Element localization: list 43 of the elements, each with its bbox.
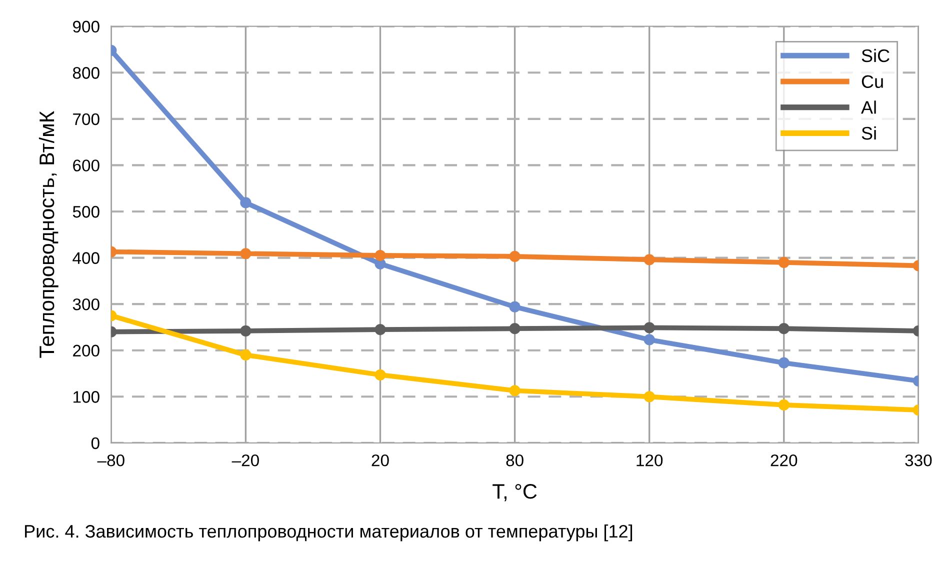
legend-label: Al [861, 100, 876, 114]
point [778, 256, 790, 268]
y-tick-label: 300 [72, 298, 100, 310]
point [778, 399, 790, 411]
x-axis-title: T, °C [492, 484, 537, 502]
y-tick-label: 900 [73, 20, 100, 33]
x-tick-label: –20 [232, 454, 259, 466]
y-tick-label: 400 [72, 252, 100, 264]
x-tick-label: 120 [636, 454, 663, 466]
point [374, 369, 386, 380]
x-tick-label: 80 [506, 454, 524, 466]
legend-label: Cu [862, 75, 883, 88]
point [374, 250, 386, 262]
y-tick-label: 100 [74, 391, 100, 403]
y-tick-label: 600 [73, 160, 100, 172]
point [778, 357, 790, 368]
text: Рис. 4. Зависимость теплопроводности материалов от температуры [12] [25, 524, 632, 542]
x-tick-label: 220 [770, 454, 798, 466]
point [644, 391, 655, 402]
point [509, 323, 520, 334]
point [644, 254, 655, 266]
y-tick-label: 200 [73, 344, 100, 357]
y-tick-label: 800 [72, 67, 100, 79]
point [240, 325, 252, 336]
legend-label: SiC [862, 48, 890, 62]
y-tick-label: 700 [73, 113, 100, 126]
y-axis-title: Теплопроводность, Вт/мК [38, 111, 58, 358]
x-tick-label: 330 [905, 454, 932, 466]
point [509, 385, 520, 396]
y-tick-label: 500 [72, 206, 100, 218]
point [644, 334, 655, 346]
point [778, 323, 790, 334]
x-tick-label: 20 [372, 454, 389, 466]
point [509, 250, 520, 262]
point [240, 349, 252, 361]
point [644, 322, 655, 334]
point [509, 301, 520, 312]
y-tick-label: 0 [91, 437, 100, 450]
x-tick-label: –80 [97, 454, 124, 466]
legend-label: Si [862, 126, 876, 140]
point [240, 248, 252, 260]
point [240, 197, 252, 208]
point [374, 324, 386, 336]
